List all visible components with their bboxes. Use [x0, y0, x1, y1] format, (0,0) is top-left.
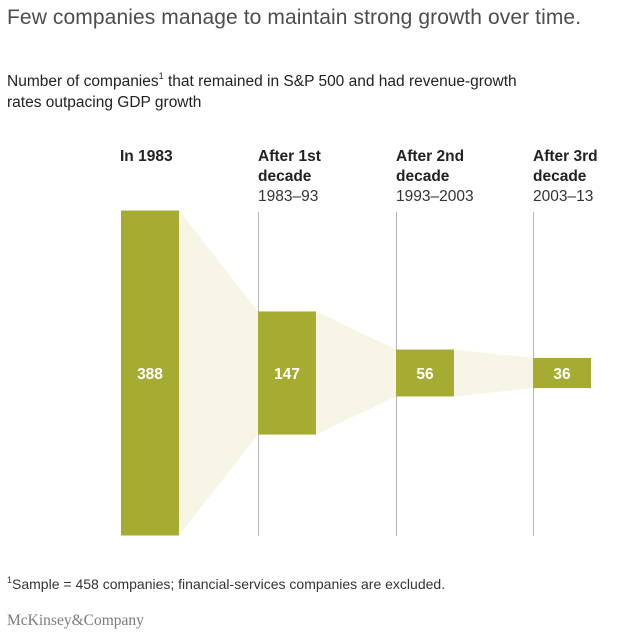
bar-value-label: 147: [274, 366, 300, 383]
chart-subtitle: Number of companies1 that remained in S&…: [7, 71, 547, 113]
column-header-range: 2003–13: [533, 188, 594, 205]
chart-title: Few companies manage to maintain strong …: [7, 6, 582, 29]
footnote-text: Sample = 458 companies; financial-servic…: [12, 576, 446, 592]
bar-4: [533, 357, 591, 389]
subtitle-text-rest: that remained in S&P 500 and had revenue…: [7, 73, 517, 111]
bar-value-label: 56: [416, 366, 434, 383]
column-header-1983: In 1983: [120, 147, 230, 167]
footnote: 1Sample = 458 companies; financial-servi…: [7, 575, 446, 593]
subtitle-text: Number of companies: [7, 73, 159, 90]
bar-3: [396, 349, 454, 397]
column-header-range: 1983–93: [258, 188, 319, 205]
column-header-title: After 1st decade: [258, 148, 321, 185]
column-header-decade-2: After 2nd decade 1993–2003: [396, 147, 506, 207]
column-header-decade-3: After 3rd decade 2003–13: [533, 147, 623, 207]
bar-value-label: 36: [553, 366, 571, 383]
column-header-title: In 1983: [120, 148, 173, 165]
column-header-range: 1993–2003: [396, 188, 474, 205]
bar-value-label: 388: [137, 366, 163, 383]
subtitle-footnote-marker: 1: [158, 71, 164, 81]
funnel-connector: [316, 311, 396, 435]
column-header-title: After 3rd decade: [533, 148, 598, 185]
footnote-marker: 1: [7, 575, 13, 585]
column-header-decade-1: After 1st decade 1983–93: [258, 147, 368, 207]
bar-1: [121, 210, 179, 536]
column-header-title: After 2nd decade: [396, 148, 465, 185]
mckinsey-logo: McKinsey&Company: [7, 612, 144, 629]
funnel-connector: [179, 210, 258, 536]
bar-2: [258, 311, 316, 435]
funnel-connector: [454, 349, 533, 397]
